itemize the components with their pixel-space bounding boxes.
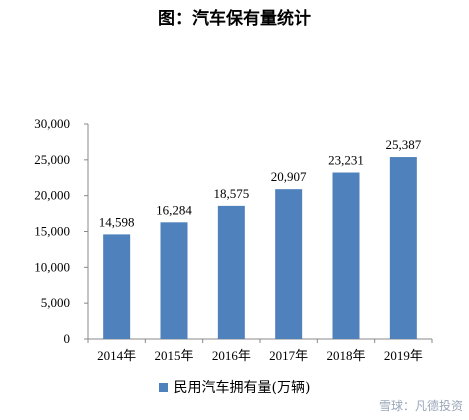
y-tick-label: 25,000 bbox=[34, 152, 70, 167]
x-tick-label: 2019年 bbox=[384, 348, 423, 363]
legend: 民用汽车拥有量(万辆) bbox=[0, 377, 469, 397]
y-axis: 0 5,000 10,000 15,000 20,000 25,000 30,000 bbox=[34, 116, 89, 346]
y-tick-label: 0 bbox=[64, 331, 71, 346]
legend-label: 民用汽车拥有量(万辆) bbox=[173, 380, 311, 396]
bar bbox=[275, 189, 303, 339]
y-tick-label: 10,000 bbox=[34, 259, 70, 274]
bar bbox=[160, 222, 188, 339]
bar bbox=[389, 157, 417, 339]
bar bbox=[217, 205, 245, 339]
y-tick-label: 20,000 bbox=[34, 188, 70, 203]
data-labels: 14,598 16,284 18,575 20,907 23,231 25,387 bbox=[99, 137, 422, 229]
bar bbox=[332, 172, 360, 339]
chart-title: 图：汽车保有量统计 bbox=[158, 9, 311, 29]
x-tick-label: 2014年 bbox=[97, 348, 136, 363]
y-tick-label: 30,000 bbox=[34, 116, 70, 131]
bar bbox=[103, 234, 131, 339]
data-label: 20,907 bbox=[271, 169, 307, 184]
data-label: 23,231 bbox=[328, 153, 364, 168]
x-tick-label: 2018年 bbox=[326, 348, 365, 363]
x-tick-label: 2017年 bbox=[269, 348, 308, 363]
data-label: 14,598 bbox=[99, 214, 135, 229]
x-tick-label: 2016年 bbox=[212, 348, 251, 363]
data-label: 18,575 bbox=[213, 186, 249, 201]
data-label: 16,284 bbox=[156, 202, 192, 217]
x-tick-label: 2015年 bbox=[154, 348, 193, 363]
y-tick-label: 5,000 bbox=[41, 295, 70, 310]
watermark: 雪球：凡德投资 bbox=[378, 399, 463, 413]
legend-swatch bbox=[158, 382, 168, 392]
bars bbox=[103, 157, 417, 339]
x-axis: 2014年 2015年 2016年 2017年 2018年 2019年 bbox=[87, 338, 433, 363]
y-tick-label: 15,000 bbox=[34, 224, 70, 239]
data-label: 25,387 bbox=[385, 137, 421, 152]
